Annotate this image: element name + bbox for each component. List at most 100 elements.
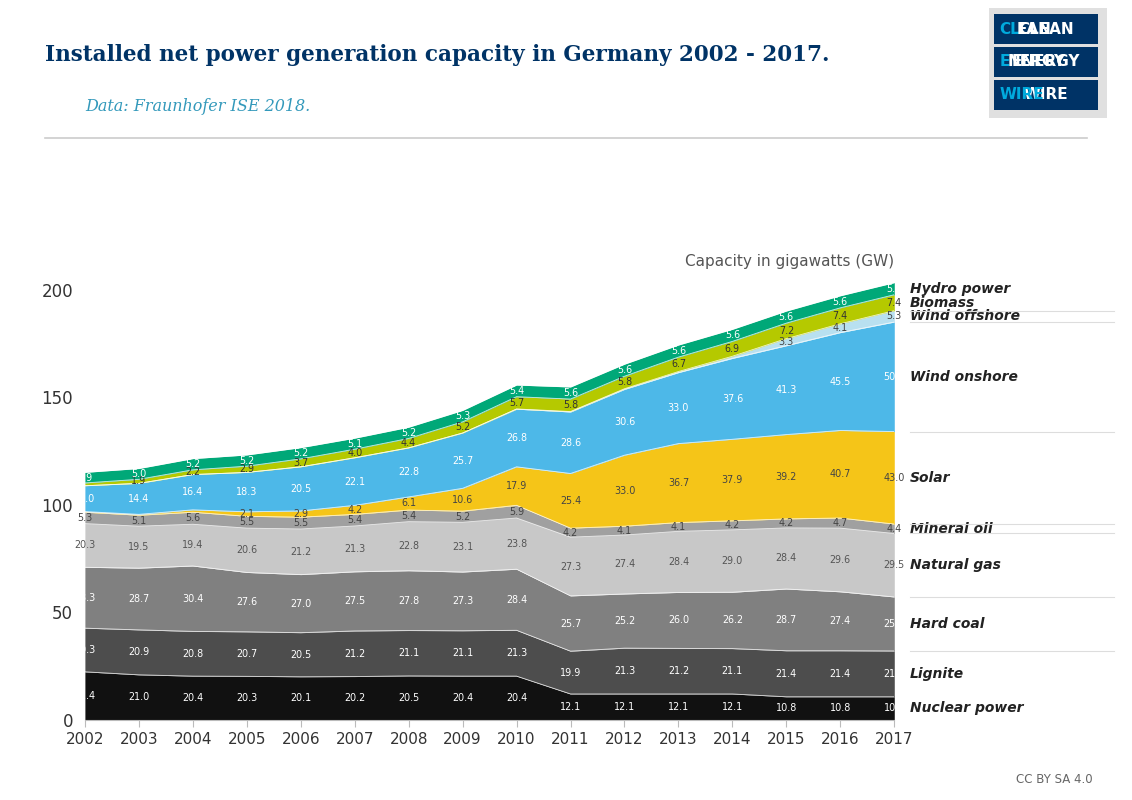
Text: 22.8: 22.8 bbox=[398, 467, 419, 478]
Text: 7.4: 7.4 bbox=[886, 298, 902, 308]
Text: Installed net power generation capacity in Germany 2002 - 2017.: Installed net power generation capacity … bbox=[45, 44, 830, 66]
Text: 21.2: 21.2 bbox=[290, 546, 311, 557]
Text: 26.0: 26.0 bbox=[668, 615, 689, 626]
Text: WIRE: WIRE bbox=[1023, 87, 1069, 102]
Text: 5.0: 5.0 bbox=[131, 469, 146, 479]
Text: 17.9: 17.9 bbox=[506, 481, 528, 491]
Text: 2.2: 2.2 bbox=[186, 467, 200, 477]
Text: 14.4: 14.4 bbox=[128, 494, 149, 504]
Text: 29.5: 29.5 bbox=[884, 560, 904, 570]
Text: 19.4: 19.4 bbox=[182, 540, 204, 550]
Text: 20.2: 20.2 bbox=[344, 694, 366, 703]
Text: 5.4: 5.4 bbox=[348, 515, 362, 525]
Text: 12.0: 12.0 bbox=[75, 494, 95, 504]
Text: 5.6: 5.6 bbox=[671, 346, 686, 356]
Text: 5.2: 5.2 bbox=[401, 428, 417, 438]
Text: 27.4: 27.4 bbox=[830, 616, 851, 626]
Text: 45.5: 45.5 bbox=[830, 377, 851, 386]
Text: 5.6: 5.6 bbox=[779, 312, 794, 322]
Text: 25.7: 25.7 bbox=[560, 618, 581, 629]
Text: 4.9: 4.9 bbox=[77, 473, 93, 482]
Text: ENERGY: ENERGY bbox=[1012, 54, 1080, 70]
Text: 19.5: 19.5 bbox=[128, 542, 149, 552]
Text: 21.4: 21.4 bbox=[775, 669, 797, 678]
Text: 4.2: 4.2 bbox=[348, 505, 362, 515]
Text: 21.3: 21.3 bbox=[506, 648, 528, 658]
Text: 20.8: 20.8 bbox=[182, 649, 204, 658]
Text: 33.0: 33.0 bbox=[614, 486, 635, 496]
Text: 12.1: 12.1 bbox=[722, 702, 743, 712]
Text: 2.1: 2.1 bbox=[239, 509, 255, 519]
Text: 19.9: 19.9 bbox=[560, 667, 581, 678]
Text: 21.3: 21.3 bbox=[614, 666, 635, 676]
Text: 25.2: 25.2 bbox=[614, 616, 635, 626]
Text: 5.7: 5.7 bbox=[509, 398, 524, 408]
Text: Lignite: Lignite bbox=[910, 667, 964, 681]
Text: 26.8: 26.8 bbox=[506, 433, 528, 443]
Text: Mineral oil: Mineral oil bbox=[910, 522, 993, 536]
Text: 5.3: 5.3 bbox=[77, 513, 93, 523]
Text: 5.8: 5.8 bbox=[617, 378, 632, 387]
Text: 28.4: 28.4 bbox=[506, 594, 528, 605]
Text: 41.3: 41.3 bbox=[775, 385, 797, 395]
Text: 27.4: 27.4 bbox=[614, 559, 635, 570]
Text: 28.7: 28.7 bbox=[128, 594, 149, 604]
Text: 21.3: 21.3 bbox=[344, 544, 366, 554]
Text: Capacity in gigawatts (GW): Capacity in gigawatts (GW) bbox=[685, 254, 894, 270]
Text: Hydro power: Hydro power bbox=[910, 282, 1011, 296]
Text: 26.2: 26.2 bbox=[722, 615, 743, 626]
Text: 21.3: 21.3 bbox=[884, 669, 904, 679]
Text: 22.8: 22.8 bbox=[398, 541, 419, 551]
Text: 20.6: 20.6 bbox=[237, 546, 257, 555]
Text: 7.2: 7.2 bbox=[779, 326, 794, 336]
Text: 33.0: 33.0 bbox=[668, 403, 689, 413]
Text: 27.5: 27.5 bbox=[344, 596, 366, 606]
Text: 20.3: 20.3 bbox=[75, 541, 95, 550]
Text: NERGY: NERGY bbox=[1007, 54, 1066, 70]
Text: 12.1: 12.1 bbox=[560, 702, 581, 712]
Text: 5.4: 5.4 bbox=[509, 386, 524, 396]
Text: 25.7: 25.7 bbox=[452, 456, 473, 466]
Text: 5.6: 5.6 bbox=[886, 284, 902, 294]
Text: 27.3: 27.3 bbox=[452, 596, 473, 606]
Text: E: E bbox=[1000, 54, 1010, 70]
Text: 2.9: 2.9 bbox=[239, 464, 255, 474]
Text: 40.7: 40.7 bbox=[830, 470, 851, 479]
Text: 23.1: 23.1 bbox=[452, 542, 473, 552]
Text: 28.3: 28.3 bbox=[75, 593, 95, 602]
Text: 5.2: 5.2 bbox=[455, 422, 470, 433]
Text: 25.1: 25.1 bbox=[884, 619, 904, 629]
Text: 4.1: 4.1 bbox=[671, 522, 686, 532]
Text: CLEAN: CLEAN bbox=[1018, 22, 1074, 37]
Text: 20.1: 20.1 bbox=[290, 694, 311, 703]
Text: 20.4: 20.4 bbox=[182, 693, 204, 703]
Text: 4.4: 4.4 bbox=[886, 524, 902, 534]
Text: 10.8: 10.8 bbox=[775, 703, 797, 714]
Text: 20.4: 20.4 bbox=[452, 693, 473, 703]
Text: 50.9: 50.9 bbox=[884, 372, 904, 382]
Text: 6.9: 6.9 bbox=[724, 344, 740, 354]
Text: 20.3: 20.3 bbox=[75, 645, 95, 655]
Text: 3.3: 3.3 bbox=[779, 337, 794, 347]
Text: 29.0: 29.0 bbox=[722, 556, 743, 566]
Text: 37.6: 37.6 bbox=[722, 394, 743, 404]
Text: CC BY SA 4.0: CC BY SA 4.0 bbox=[1015, 773, 1092, 786]
Text: 3.7: 3.7 bbox=[293, 458, 308, 468]
Text: 7.4: 7.4 bbox=[833, 311, 848, 321]
Text: CL: CL bbox=[1000, 22, 1020, 37]
Text: 4.1: 4.1 bbox=[617, 526, 632, 535]
Text: 27.6: 27.6 bbox=[237, 597, 257, 607]
Text: 27.3: 27.3 bbox=[560, 562, 581, 571]
Text: 5.1: 5.1 bbox=[131, 516, 146, 526]
Text: 21.0: 21.0 bbox=[128, 693, 149, 702]
Text: 36.7: 36.7 bbox=[668, 478, 689, 488]
Text: 20.5: 20.5 bbox=[290, 484, 311, 494]
Text: 5.6: 5.6 bbox=[833, 297, 848, 307]
Text: 28.4: 28.4 bbox=[775, 554, 797, 563]
Text: 20.4: 20.4 bbox=[506, 693, 528, 703]
Text: 4.4: 4.4 bbox=[401, 438, 417, 448]
Text: 5.8: 5.8 bbox=[563, 400, 578, 410]
Text: 4.7: 4.7 bbox=[833, 518, 848, 528]
Text: 23.8: 23.8 bbox=[506, 538, 528, 549]
Text: 2.9: 2.9 bbox=[293, 509, 308, 519]
